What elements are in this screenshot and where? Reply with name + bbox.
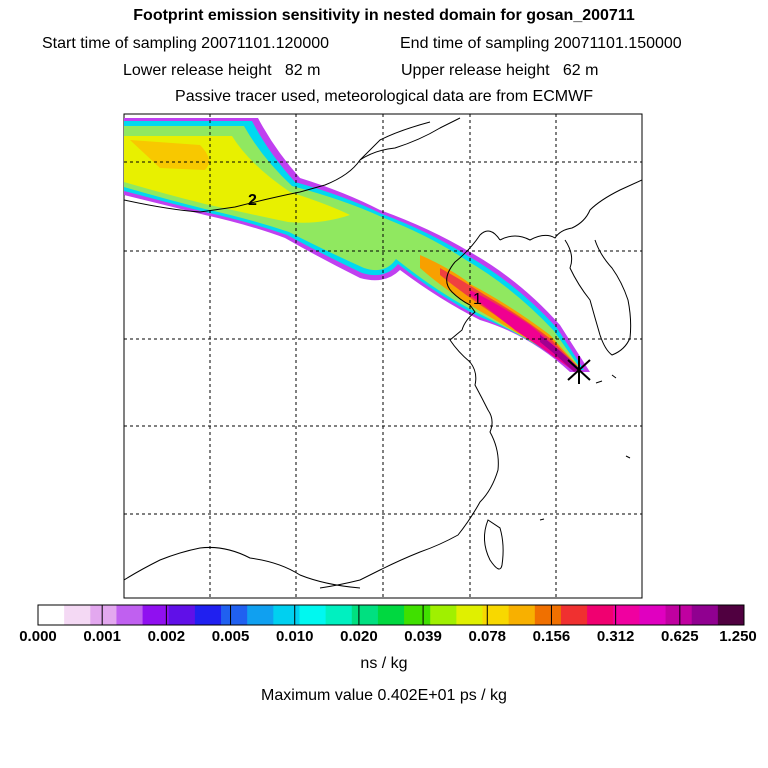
- colorbar-cell: [613, 605, 640, 625]
- lower-release-label: Lower release height 82 m: [123, 62, 321, 79]
- colorbar-tick-label: 0.001: [83, 628, 121, 645]
- colorbar-cell: [587, 605, 614, 625]
- colorbar-tick-label: 1.250: [719, 628, 757, 645]
- colorbar-cell: [273, 605, 300, 625]
- colorbar-cell: [351, 605, 379, 625]
- colorbar-cell: [64, 605, 91, 625]
- colorbar-cell: [639, 605, 667, 625]
- colorbar-tick-label: 0.005: [211, 628, 250, 645]
- colorbar-cell: [90, 605, 117, 625]
- colorbar-cell: [691, 605, 719, 625]
- colorbar-tick-label: 0.156: [532, 628, 571, 645]
- colorbar-tick-label: 0.002: [147, 628, 186, 645]
- colorbar-cell: [221, 605, 248, 625]
- receptor-marker: [567, 356, 591, 384]
- trajectory-label-1: 1: [473, 291, 482, 308]
- coastlines: [124, 117, 642, 589]
- colorbar-cell: [142, 605, 170, 625]
- colorbar-cell: [456, 605, 484, 625]
- colorbar-cell: [325, 605, 353, 625]
- colorbar-cell: [482, 605, 510, 625]
- maximum-value: Maximum value 0.402E+01 ps / kg: [261, 687, 507, 704]
- colorbar-cell: [534, 605, 562, 625]
- colorbar-tick-label: 0.625: [661, 628, 699, 645]
- colorbar: [37, 604, 745, 626]
- colorbar-tick-label: 0.010: [275, 628, 314, 645]
- end-time-label: End time of sampling 20071101.150000: [400, 35, 682, 52]
- tracer-info: Passive tracer used, meteorological data…: [175, 88, 593, 105]
- colorbar-cell: [247, 605, 274, 625]
- graticule: [124, 114, 642, 598]
- colorbar-tick-label: 0.312: [596, 628, 635, 645]
- colorbar-cell: [665, 605, 693, 625]
- colorbar-cell: [194, 605, 222, 625]
- upper-release-label: Upper release height 62 m: [401, 62, 599, 79]
- colorbar-cell: [560, 605, 588, 625]
- colorbar-cell: [430, 605, 457, 625]
- colorbar-cell: [299, 605, 327, 625]
- colorbar-cell: [116, 605, 144, 625]
- colorbar-cell: [508, 605, 536, 625]
- colorbar-units: ns / kg: [360, 655, 408, 672]
- colorbar-cell: [717, 605, 745, 625]
- colorbar-cell: [168, 605, 196, 625]
- footprint-plume: [124, 118, 590, 372]
- colorbar-cell: [404, 605, 431, 625]
- plot-title: Footprint emission sensitivity in nested…: [133, 7, 635, 24]
- colorbar-tick-label: 0.000: [19, 628, 57, 645]
- colorbar-cell: [38, 605, 65, 625]
- colorbar-tick-label: 0.039: [404, 628, 442, 645]
- colorbar-cell: [377, 605, 405, 625]
- start-time-label: Start time of sampling 20071101.120000: [42, 35, 330, 52]
- colorbar-tick-label: 0.078: [468, 628, 507, 645]
- colorbar-tick-label: 0.020: [340, 628, 378, 645]
- trajectory-label-2: 2: [248, 192, 257, 209]
- footprint-map: 2 1: [123, 113, 643, 599]
